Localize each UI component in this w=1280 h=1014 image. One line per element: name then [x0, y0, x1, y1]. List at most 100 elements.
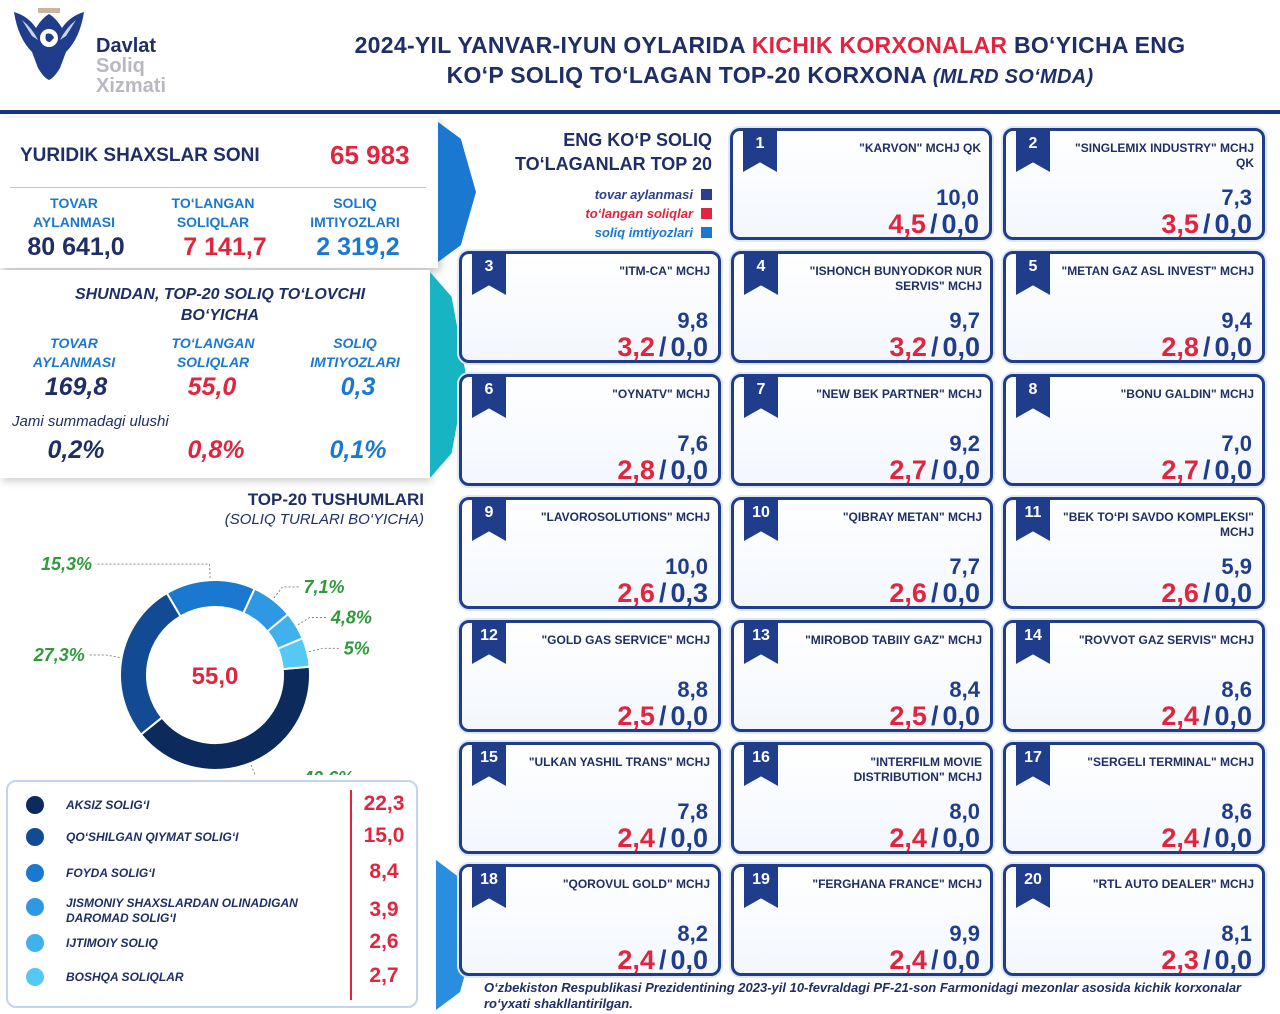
- top20-tax-value: 55,0: [187, 373, 237, 401]
- slash-separator: /: [930, 332, 939, 362]
- company-exempt: 0,3: [670, 578, 708, 608]
- legend-label: FOYDA SOLIG‘I: [66, 866, 155, 880]
- company-name: "METAN GAZ ASL INVEST" MCHJ: [1061, 264, 1255, 278]
- company-turnover: 7,3: [1221, 185, 1252, 210]
- company-tax-exempt: 2,6/0,0: [889, 578, 980, 609]
- company-tax-exempt: 2,4/0,0: [1161, 701, 1252, 732]
- company-exempt: 0,0: [670, 945, 708, 975]
- donut-slice: [165, 579, 256, 618]
- slash-separator: /: [658, 332, 667, 362]
- legend-label: AKSIZ SOLIG‘I: [66, 798, 150, 812]
- slash-separator: /: [1202, 578, 1211, 608]
- exempt-share: 0,1%: [329, 436, 387, 464]
- company-tax-exempt: 2,4/0,0: [1161, 823, 1252, 854]
- company-tax: 2,5: [889, 701, 927, 731]
- company-exempt: 0,0: [1214, 823, 1252, 853]
- rank-ribbon-icon: 9: [472, 497, 506, 541]
- summary-col-3-head: SOLIQ IMTIYOZLARI: [310, 195, 400, 230]
- company-name: "RTL AUTO DEALER" MCHJ: [1092, 877, 1254, 891]
- company-card: 9 "LAVOROSOLUTIONS" MCHJ 10,0 2,6/0,3: [459, 497, 721, 609]
- company-tax-exempt: 2,4/0,0: [889, 945, 980, 976]
- legend-value: 2,6: [369, 930, 399, 953]
- leader-line: [87, 654, 120, 658]
- company-tax-exempt: 2,3/0,0: [1161, 945, 1252, 976]
- leader-line: [250, 764, 256, 775]
- company-turnover: 8,8: [677, 677, 708, 702]
- percent-label: 15,3%: [41, 554, 92, 574]
- brand-name: Davlat Soliq Xizmati: [96, 36, 166, 96]
- legend-dot-icon: [26, 934, 44, 952]
- title-part-1: 2024-YIL YANVAR-IYUN OYLARIDA: [354, 32, 752, 58]
- rank-ribbon-icon: 19: [744, 864, 778, 908]
- legend-row: JISMONIY SHAXSLARDAN OLINADIGAN DAROMAD …: [8, 894, 418, 928]
- title-unit: (MLRD SO‘MDA): [932, 66, 1094, 88]
- company-name: "MIROBOD TABIIY GAZ" MCHJ: [805, 633, 982, 647]
- company-name: "BONU GALDIN" MCHJ: [1120, 387, 1254, 401]
- slash-separator: /: [929, 209, 938, 239]
- company-tax: 2,5: [617, 701, 655, 731]
- top20-col-1-head: TOVAR AYLANMASI: [32, 335, 116, 370]
- rank-ribbon-icon: 2: [1016, 128, 1050, 172]
- rank-ribbon-icon: 17: [1016, 742, 1050, 786]
- slash-separator: /: [658, 455, 667, 485]
- company-exempt: 0,0: [670, 332, 708, 362]
- company-card: 4 "ISHONCH BUNYODKOR NUR SERVIS" MCHJ 9,7 3…: [731, 251, 993, 363]
- chart-subtitle: (SOLIQ TURLARI BO‘YICHA): [224, 511, 424, 528]
- company-turnover: 8,0: [949, 799, 980, 824]
- ranking-title: ENG KO‘P SOLIQ TO‘LAGANLAR TOP 20: [514, 130, 712, 174]
- company-card: 13 "MIROBOD TABIIY GAZ" MCHJ 8,4 2,5/0,0: [731, 620, 993, 732]
- company-name: "BEK TO‘PI SAVDO KOMPLEKSI" MCHJ: [1063, 510, 1254, 539]
- company-turnover: 9,9: [949, 921, 980, 946]
- company-card: 12 "GOLD GAS SERVICE" MCHJ 8,8 2,5/0,0: [459, 620, 721, 732]
- legend-divider: [350, 790, 352, 1000]
- company-exempt: 0,0: [942, 455, 980, 485]
- square-icon: [701, 189, 712, 200]
- company-name: "QOROVUL GOLD" MCHJ: [562, 877, 710, 891]
- company-card: 1 "KARVON" MCHJ QK 10,0 4,5/0,0: [730, 128, 992, 240]
- legal-entities-value: 65 983: [330, 140, 410, 170]
- brand-line-3: Xizmati: [96, 75, 167, 97]
- company-tax: 2,8: [617, 455, 655, 485]
- title-line-2: KO‘P SOLIQ TO‘LAGAN TOP-20 KORXONA: [446, 62, 933, 88]
- slash-separator: /: [1202, 823, 1211, 853]
- company-exempt: 0,0: [1214, 455, 1252, 485]
- company-turnover: 10,0: [936, 185, 979, 210]
- slash-separator: /: [658, 701, 667, 731]
- leader-line: [297, 616, 328, 626]
- company-tax-exempt: 3,2/0,0: [617, 332, 708, 363]
- company-tax: 2,7: [889, 455, 927, 485]
- legend-tax: to‘langan soliqlar: [500, 206, 712, 221]
- top20-exempt-value: 0,3: [340, 373, 376, 401]
- company-card: 6 "OYNATV" MCHJ 7,6 2,8/0,0: [459, 374, 721, 486]
- brand-line-1: Davlat: [96, 35, 157, 57]
- leader-line: [95, 563, 211, 579]
- tax-share: 0,8%: [187, 436, 245, 464]
- square-icon: [701, 208, 712, 219]
- company-turnover: 7,0: [1221, 431, 1252, 456]
- company-turnover: 8,6: [1221, 677, 1252, 702]
- rank-ribbon-icon: 3: [472, 251, 506, 295]
- slash-separator: /: [1202, 209, 1211, 239]
- rank-ribbon-icon: 5: [1016, 251, 1050, 295]
- company-turnover: 5,9: [1221, 554, 1252, 579]
- slash-separator: /: [1202, 332, 1211, 362]
- top20-turnover-value: 169,8: [44, 373, 108, 401]
- company-card: 11 "BEK TO‘PI SAVDO KOMPLEKSI" MCHJ 5,9 2,6…: [1003, 497, 1265, 609]
- share-label: Jami summadagi ulushi: [12, 413, 169, 430]
- company-name: "LAVOROSOLUTIONS" MCHJ: [540, 510, 710, 524]
- company-tax-exempt: 2,7/0,0: [889, 455, 980, 486]
- title-highlight: KICHIK KORXONALAR: [751, 32, 1008, 58]
- legend-dot-icon: [26, 898, 44, 916]
- legend-dot-icon: [26, 828, 44, 846]
- company-card: 2 "SINGLEMIX INDUSTRY" MCHJ QK 7,3 3,5/0,0: [1003, 128, 1265, 240]
- legend-value: 2,7: [369, 964, 399, 987]
- company-turnover: 7,7: [949, 554, 980, 579]
- company-exempt: 0,0: [942, 823, 980, 853]
- header-divider: [0, 110, 1280, 114]
- company-tax: 2,4: [617, 823, 655, 853]
- slash-separator: /: [930, 701, 939, 731]
- top20-col-3-head: SOLIQ IMTIYOZLARI: [310, 335, 400, 370]
- rank-ribbon-icon: 12: [472, 620, 506, 664]
- summary-turnover-value: 80 641,0: [27, 233, 125, 261]
- company-tax-exempt: 2,4/0,0: [617, 945, 708, 976]
